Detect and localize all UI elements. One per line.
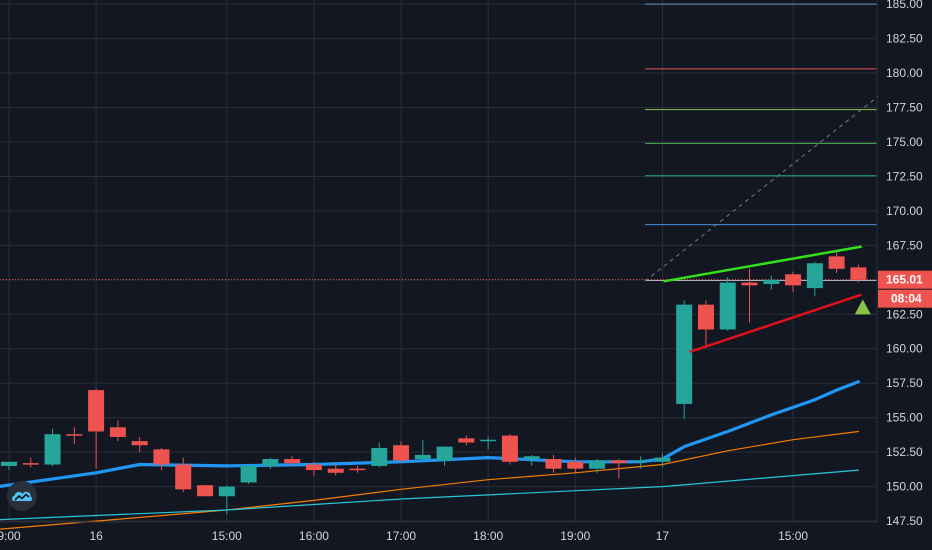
candle-body — [610, 460, 627, 464]
price-tick-label: 170.00 — [886, 204, 923, 218]
candle-body — [501, 435, 518, 462]
candle-body — [414, 454, 431, 460]
countdown-label: 08:04 — [891, 292, 922, 306]
candle-body — [327, 468, 344, 473]
candle-body — [697, 304, 714, 330]
candle-body — [305, 464, 322, 471]
candle-body — [654, 457, 671, 462]
price-tick-label: 160.00 — [886, 342, 923, 356]
cloud-chart-icon — [12, 491, 32, 501]
candle-body — [567, 461, 584, 469]
candle-body — [262, 459, 279, 466]
moving-average-line — [0, 469, 860, 521]
candle-body — [763, 279, 780, 284]
price-tick-label: 180.00 — [886, 66, 923, 80]
projection-dashed-line — [644, 96, 879, 282]
price-tick-label: 177.50 — [886, 101, 923, 115]
tradingview-logo-icon[interactable] — [7, 481, 37, 511]
price-tick-label: 152.50 — [886, 445, 923, 459]
candle-body — [131, 441, 148, 446]
price-tick-label: 155.00 — [886, 411, 923, 425]
candle-body — [719, 282, 736, 330]
candle-body — [632, 460, 649, 462]
candle-body — [284, 459, 301, 464]
price-tick-label: 147.50 — [886, 514, 923, 528]
candle-body — [436, 446, 453, 461]
candle-body — [218, 486, 235, 497]
price-tick-label: 172.50 — [886, 169, 923, 183]
candle-body — [175, 464, 192, 490]
wedge-trendline — [663, 245, 862, 283]
time-tick-label: 16 — [89, 529, 103, 543]
candle-body — [676, 304, 693, 404]
last-price-label: 165.01 — [886, 273, 923, 287]
time-tick-label: 18:00 — [473, 529, 503, 543]
candle-body — [240, 465, 257, 483]
fib-levels — [0, 3, 877, 282]
candle-body — [1, 461, 17, 466]
buy-signal-triangle-icon — [854, 299, 871, 315]
candle-body — [153, 449, 170, 465]
countdown-badge-bg — [878, 289, 932, 308]
candle-body — [66, 434, 83, 436]
candle-body — [480, 439, 497, 442]
drawing-overlays — [644, 96, 879, 353]
time-tick-label: 16:00 — [299, 529, 329, 543]
price-tick-label: 182.50 — [886, 32, 923, 46]
time-tick-label: 15:00 — [212, 529, 242, 543]
candle-body — [458, 438, 475, 443]
time-tick-label: 17 — [656, 529, 670, 543]
price-tick-label: 157.50 — [886, 376, 923, 390]
last-price-badge: 165.01 08:04 — [878, 270, 932, 308]
time-tick-label: 17:00 — [386, 529, 416, 543]
candle-body — [349, 468, 366, 471]
time-tick-label: 19:00 — [560, 529, 590, 543]
time-axis[interactable]: 9:00 16 15:00 16:00 17:00 18:00 19:00 17 15:00 — [0, 529, 808, 543]
candle-body — [22, 463, 39, 465]
last-price-badge-bg — [878, 270, 932, 289]
candle-body — [850, 267, 867, 280]
grid — [0, 0, 877, 522]
candle-body — [523, 456, 540, 460]
price-axis[interactable]: 185.00 182.50 180.00 177.50 175.00 172.50 170.… — [886, 0, 923, 528]
wedge-trendline — [689, 293, 862, 353]
candle-body — [589, 460, 606, 469]
candle-body — [741, 282, 758, 286]
candle-body — [545, 459, 562, 469]
candle-body — [806, 263, 823, 289]
candle-body — [197, 485, 214, 497]
price-tick-label: 175.00 — [886, 135, 923, 149]
price-tick-label: 185.00 — [886, 0, 923, 11]
price-tick-label: 167.50 — [886, 238, 923, 252]
time-tick-label: 9:00 — [0, 529, 21, 543]
candles — [1, 252, 867, 515]
candle-body — [109, 427, 126, 437]
candle-body — [785, 274, 802, 286]
price-tick-label: 162.50 — [886, 307, 923, 321]
time-tick-label: 15:00 — [778, 529, 808, 543]
candle-body — [44, 434, 61, 465]
candle-body — [828, 256, 845, 269]
moving-average-line — [0, 430, 860, 530]
candle-body — [371, 447, 388, 466]
candle-body — [88, 390, 105, 432]
candle-body — [393, 445, 410, 461]
price-tick-label: 150.00 — [886, 480, 923, 494]
